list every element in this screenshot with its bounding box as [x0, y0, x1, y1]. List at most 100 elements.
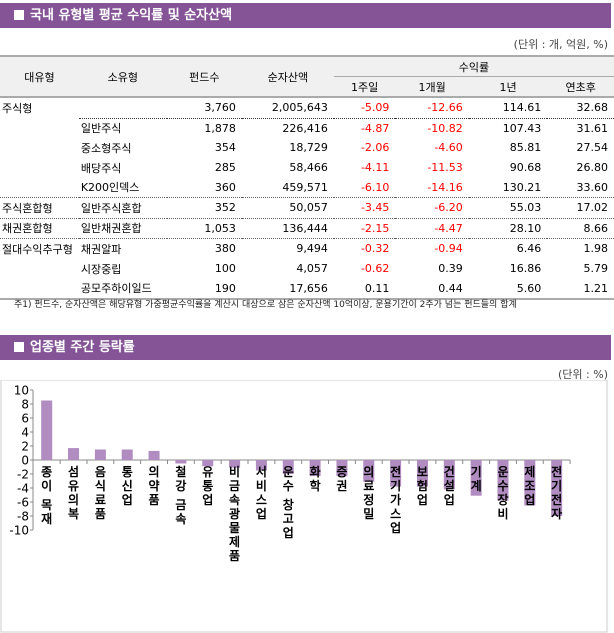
net-assets: 136,444: [241, 217, 334, 239]
minor-type: K200인덱스: [80, 181, 140, 195]
bar-유통업: [202, 460, 214, 467]
unit-label: (단위 : %): [558, 368, 608, 381]
fund-count: 354: [214, 141, 236, 155]
square-icon: [14, 342, 24, 352]
net-assets: 18,729: [289, 141, 328, 155]
return-1w: -3.45: [333, 196, 396, 219]
y-tick-label: 8: [21, 398, 29, 412]
return-ytd: 1.21: [583, 281, 609, 295]
table-row: 절대수익추구형 채권알파 380 9,494 -0.32 -0.94 6.46 1.98: [0, 238, 614, 259]
net-assets: 9,494: [241, 238, 334, 259]
col-1m: 1개월: [395, 76, 469, 97]
return-1y: 6.46: [468, 238, 548, 259]
major-type: [0, 278, 79, 299]
minor-type: 배당주식: [80, 161, 122, 175]
return-1w: -4.11: [360, 161, 390, 175]
major-type: [0, 177, 79, 197]
return-1w: -0.32: [333, 238, 396, 259]
minor-type: 공모주하이일드: [80, 282, 152, 296]
return-1y: 90.68: [509, 161, 542, 175]
bar-운수장비: [497, 460, 509, 501]
y-tick-label: 6: [21, 412, 29, 426]
return-1y: 107.43: [468, 117, 548, 139]
table-row: 중소형주식 354 18,729 -2.06 -4.60 85.81 27.54: [0, 138, 614, 158]
major-type: [0, 158, 79, 178]
y-tick-label: 0: [21, 454, 29, 468]
minor-type: 일반채권혼합: [78, 217, 167, 239]
table-row: 일반주식 1,878 226,416 -4.87 -10.82 107.43 31.61: [0, 117, 614, 139]
section-title: 국내 유형별 평균 수익률 및 순자산액: [30, 8, 233, 23]
net-assets: 226,416: [241, 117, 334, 139]
return-1w: -5.09: [360, 101, 390, 115]
return-ytd: 26.80: [576, 161, 609, 175]
col-count: 펀드수: [166, 56, 242, 97]
return-1m: -11.53: [427, 161, 463, 175]
major-type: [0, 138, 79, 158]
bar-화학: [309, 460, 321, 477]
section-header-fund-returns: 국내 유형별 평균 수익률 및 순자산액: [0, 3, 611, 28]
major-type: 절대수익추구형: [0, 238, 79, 259]
return-1y: 55.03: [468, 196, 548, 219]
net-assets: 58,466: [289, 161, 328, 175]
return-1y: 28.10: [468, 217, 548, 239]
return-1w: -4.87: [333, 117, 396, 139]
return-1w: -2.15: [333, 217, 396, 239]
y-tick-label: -6: [17, 496, 29, 510]
return-1m: -4.47: [395, 217, 469, 239]
bar-운수창고업: [282, 460, 294, 474]
return-1y: 114.61: [502, 101, 542, 115]
net-assets: 4,057: [296, 262, 328, 276]
return-1y: 16.86: [509, 262, 542, 276]
y-tick-label: 2: [21, 440, 29, 454]
return-1m: -14.16: [427, 180, 463, 194]
col-ytd: 연초후: [547, 76, 614, 97]
bar-증권: [336, 460, 348, 477]
net-assets: 17,656: [289, 281, 328, 295]
fund-count: 3,760: [204, 101, 236, 115]
table-row: 주식형 3,760 2,005,643 -5.09 -12.66 114.61 32.68: [0, 97, 614, 118]
return-ytd: 27.54: [576, 141, 609, 155]
return-1y: 130.21: [502, 180, 542, 194]
return-1w: -0.62: [360, 262, 390, 276]
square-icon: [14, 10, 24, 20]
fund-returns-table: 대유형 소유형 펀드수 순자산액 수익률 1주일 1개월 1년 연초후 주식형 3,760 2,0…: [0, 55, 614, 300]
return-1m: -4.60: [434, 141, 463, 155]
return-ytd: 17.02: [547, 196, 614, 219]
y-tick-label: 10: [14, 384, 29, 398]
major-type: 채권혼합형: [0, 217, 79, 239]
y-tick-label: -8: [17, 510, 29, 524]
return-1m: 0.39: [438, 262, 463, 276]
col-1w: 1주일: [333, 76, 396, 97]
return-1w: -2.06: [360, 141, 390, 155]
table-row: 시장중립 100 4,057 -0.62 0.39 16.86 5.79: [0, 259, 614, 279]
table-row: 채권혼합형 일반채권혼합 1,053 136,444 -2.15 -4.47 28.10 8.…: [0, 217, 614, 239]
bar-의료정밀: [363, 460, 375, 482]
return-ytd: 8.66: [547, 217, 614, 239]
bar-서비스업: [255, 460, 267, 471]
section-header-sector: 업종별 주간 등락률: [0, 335, 611, 360]
return-ytd: 32.68: [576, 101, 609, 115]
return-1m: 0.44: [438, 281, 463, 295]
return-ytd: 31.61: [547, 117, 614, 139]
bar-의약품: [148, 450, 160, 460]
minor-type: 시장중립: [80, 262, 122, 276]
col-nav: 순자산액: [241, 56, 334, 97]
fund-count: 360: [214, 180, 236, 194]
col-1y: 1년: [468, 76, 548, 97]
bar-종이목재: [41, 400, 53, 460]
